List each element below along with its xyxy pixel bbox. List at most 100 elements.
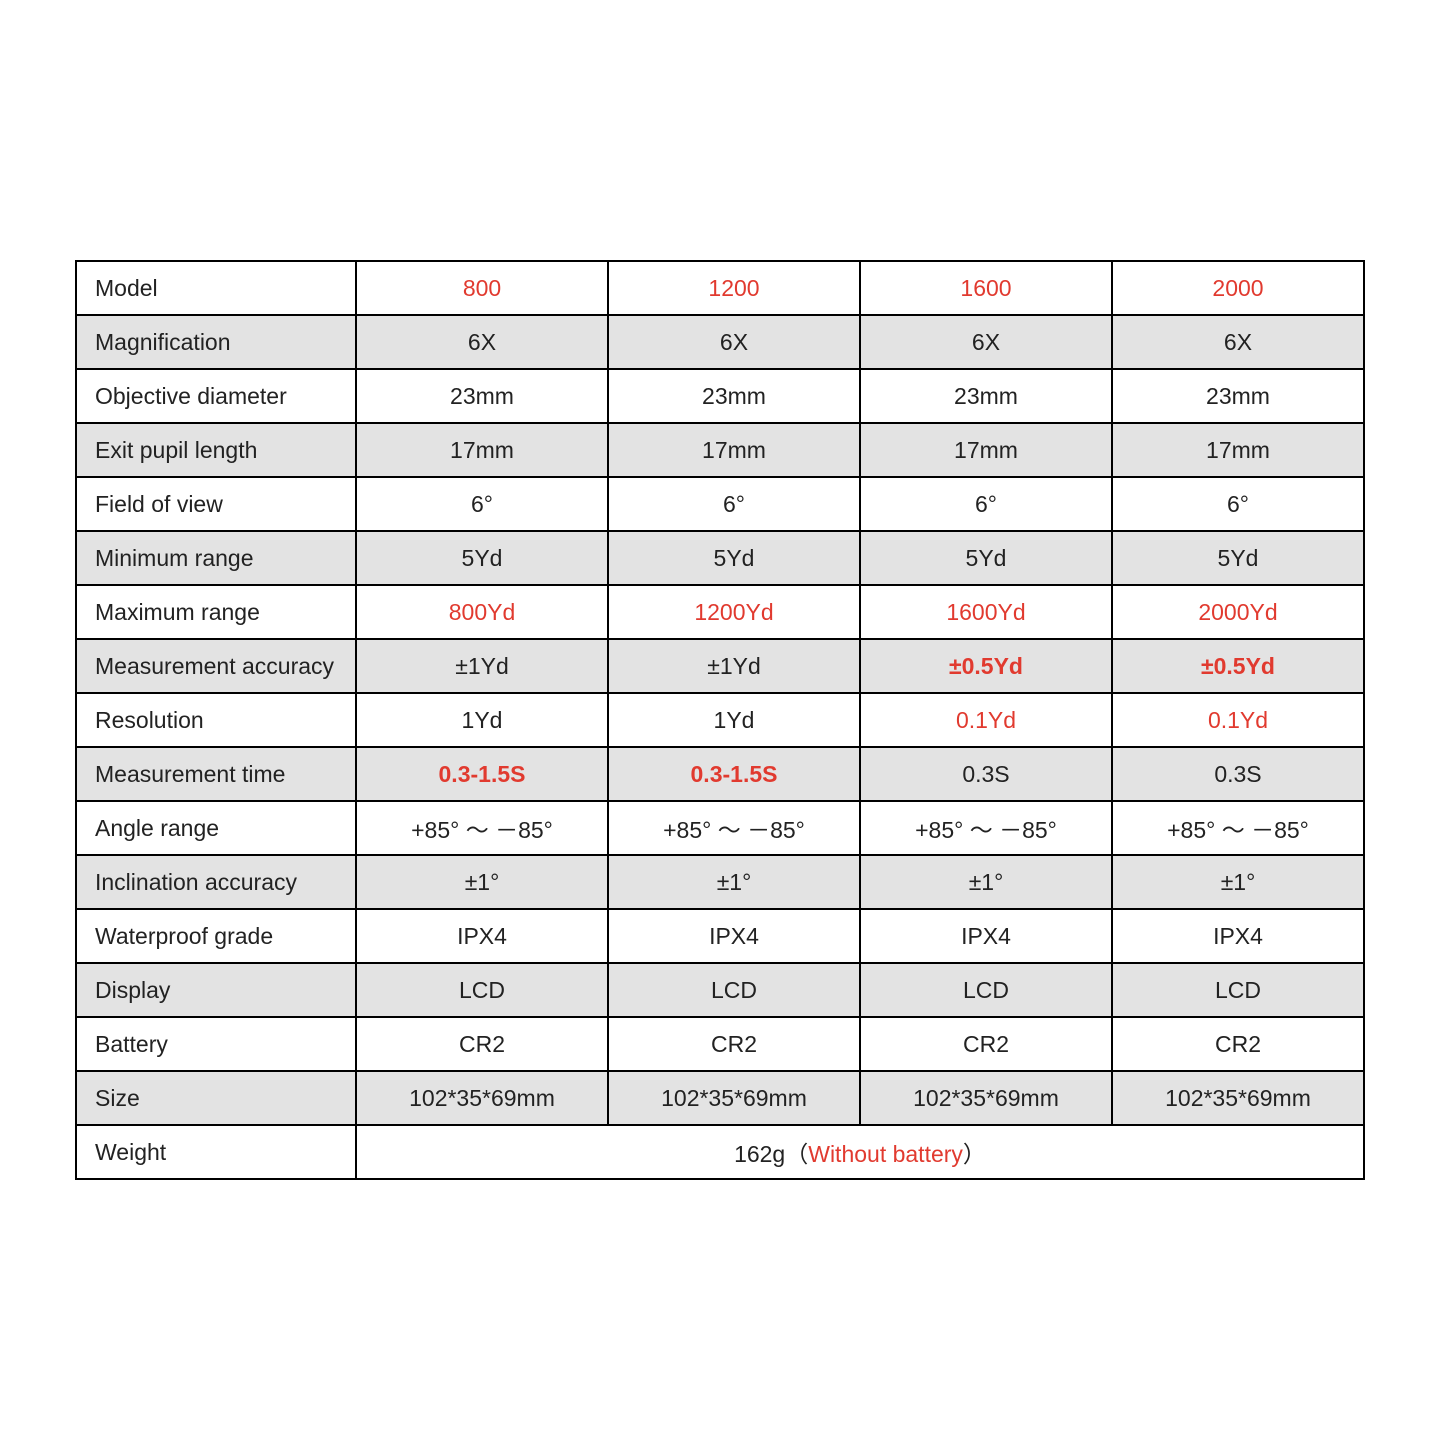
value-text: 2000	[1212, 275, 1263, 301]
row-value: 5Yd	[1112, 531, 1364, 585]
row-value: 23mm	[356, 369, 608, 423]
value-text: 5Yd	[966, 545, 1007, 571]
value-text: ±1°	[465, 869, 500, 895]
table-row: Measurement time0.3-1.5S0.3-1.5S0.3S0.3S	[76, 747, 1364, 801]
table-row: Angle range+85° ～ －85°+85° ～ －85°+85° ～ …	[76, 801, 1364, 855]
row-value: 17mm	[608, 423, 860, 477]
value-text: 800	[463, 275, 501, 301]
value-text: 102*35*69mm	[661, 1085, 807, 1111]
value-text: 1200Yd	[694, 599, 773, 625]
weight-suffix: ）	[963, 1141, 986, 1167]
row-value: +85° ～ －85°	[608, 801, 860, 855]
value-text: LCD	[711, 977, 757, 1003]
value-text: IPX4	[1213, 923, 1263, 949]
value-text: 0.3S	[962, 761, 1009, 787]
row-value: 1600	[860, 261, 1112, 315]
row-value: ±0.5Yd	[1112, 639, 1364, 693]
row-value: 0.1Yd	[860, 693, 1112, 747]
row-value: 0.3-1.5S	[356, 747, 608, 801]
row-value: 17mm	[860, 423, 1112, 477]
value-text: CR2	[1215, 1031, 1261, 1057]
table-row: DisplayLCDLCDLCDLCD	[76, 963, 1364, 1017]
row-label: Waterproof grade	[76, 909, 356, 963]
value-text: 102*35*69mm	[1165, 1085, 1311, 1111]
row-value: IPX4	[356, 909, 608, 963]
value-text: CR2	[459, 1031, 505, 1057]
value-text: 0.1Yd	[956, 707, 1016, 733]
row-value: 1200Yd	[608, 585, 860, 639]
weight-highlight: Without battery	[808, 1141, 963, 1167]
weight-prefix: 162g（	[734, 1141, 808, 1167]
value-text: LCD	[459, 977, 505, 1003]
row-value: 1200	[608, 261, 860, 315]
table-row: Size102*35*69mm102*35*69mm102*35*69mm102…	[76, 1071, 1364, 1125]
row-value: ±0.5Yd	[860, 639, 1112, 693]
row-value: 6X	[1112, 315, 1364, 369]
row-value: +85° ～ －85°	[356, 801, 608, 855]
value-text: 23mm	[954, 383, 1018, 409]
value-text: ±0.5Yd	[1201, 653, 1275, 679]
row-value: 6X	[608, 315, 860, 369]
value-text: 17mm	[450, 437, 514, 463]
row-value: 23mm	[1112, 369, 1364, 423]
row-value: 6X	[356, 315, 608, 369]
row-value: 1Yd	[356, 693, 608, 747]
row-value: LCD	[860, 963, 1112, 1017]
spec-table-body: Model 800 1200 1600 2000 Magnification6X6X6X6…	[76, 261, 1364, 1179]
row-value: 6°	[608, 477, 860, 531]
value-text: 1Yd	[714, 707, 755, 733]
row-value: CR2	[356, 1017, 608, 1071]
row-value: 0.3S	[1112, 747, 1364, 801]
table-row: Field of view6°6°6°6°	[76, 477, 1364, 531]
value-text: 17mm	[1206, 437, 1270, 463]
row-value: 5Yd	[608, 531, 860, 585]
row-value: ±1Yd	[608, 639, 860, 693]
row-value: ±1°	[608, 855, 860, 909]
table-row: Measurement accuracy ±1Yd ±1Yd ±0.5Yd ±0.5Yd	[76, 639, 1364, 693]
row-label: Model	[76, 261, 356, 315]
row-value: CR2	[608, 1017, 860, 1071]
table-row: Maximum range800Yd1200Yd1600Yd2000Yd	[76, 585, 1364, 639]
value-text: ±1°	[717, 869, 752, 895]
weight-value: 162g（Without battery）	[356, 1125, 1364, 1179]
value-text: ±0.5Yd	[949, 653, 1023, 679]
row-value: 0.3S	[860, 747, 1112, 801]
row-value: CR2	[1112, 1017, 1364, 1071]
row-value: 1Yd	[608, 693, 860, 747]
spec-table: Model 800 1200 1600 2000 Magnification6X6X6X6…	[75, 260, 1365, 1180]
row-value: ±1°	[1112, 855, 1364, 909]
value-text: LCD	[1215, 977, 1261, 1003]
value-text: ±1Yd	[455, 653, 509, 679]
value-text: 6°	[723, 491, 745, 517]
table-row: Minimum range5Yd5Yd5Yd5Yd	[76, 531, 1364, 585]
table-row: Resolution1Yd1Yd0.1Yd0.1Yd	[76, 693, 1364, 747]
value-text: IPX4	[961, 923, 1011, 949]
value-text: CR2	[963, 1031, 1009, 1057]
value-text: 6X	[972, 329, 1000, 355]
row-value: 0.1Yd	[1112, 693, 1364, 747]
value-text: 0.3-1.5S	[439, 761, 526, 787]
row-label: Measurement accuracy	[76, 639, 356, 693]
value-text: 5Yd	[462, 545, 503, 571]
value-text: 5Yd	[1218, 545, 1259, 571]
row-value: 102*35*69mm	[860, 1071, 1112, 1125]
value-text: +85° ～ －85°	[915, 817, 1057, 843]
row-label: Size	[76, 1071, 356, 1125]
value-text: LCD	[963, 977, 1009, 1003]
row-label: Resolution	[76, 693, 356, 747]
table-row: Magnification6X6X6X6X	[76, 315, 1364, 369]
row-label: Objective diameter	[76, 369, 356, 423]
table-row-weight: Weight162g（Without battery）	[76, 1125, 1364, 1179]
row-value: CR2	[860, 1017, 1112, 1071]
spec-table-container: Model 800 1200 1600 2000 Magnification6X6X6X6…	[75, 260, 1365, 1180]
row-label: Field of view	[76, 477, 356, 531]
value-text: 6°	[1227, 491, 1249, 517]
row-label: Inclination accuracy	[76, 855, 356, 909]
row-value: 1600Yd	[860, 585, 1112, 639]
row-value: 800Yd	[356, 585, 608, 639]
row-value: LCD	[356, 963, 608, 1017]
value-text: IPX4	[457, 923, 507, 949]
value-text: 0.3-1.5S	[691, 761, 778, 787]
row-label: Exit pupil length	[76, 423, 356, 477]
value-text: 1600	[960, 275, 1011, 301]
